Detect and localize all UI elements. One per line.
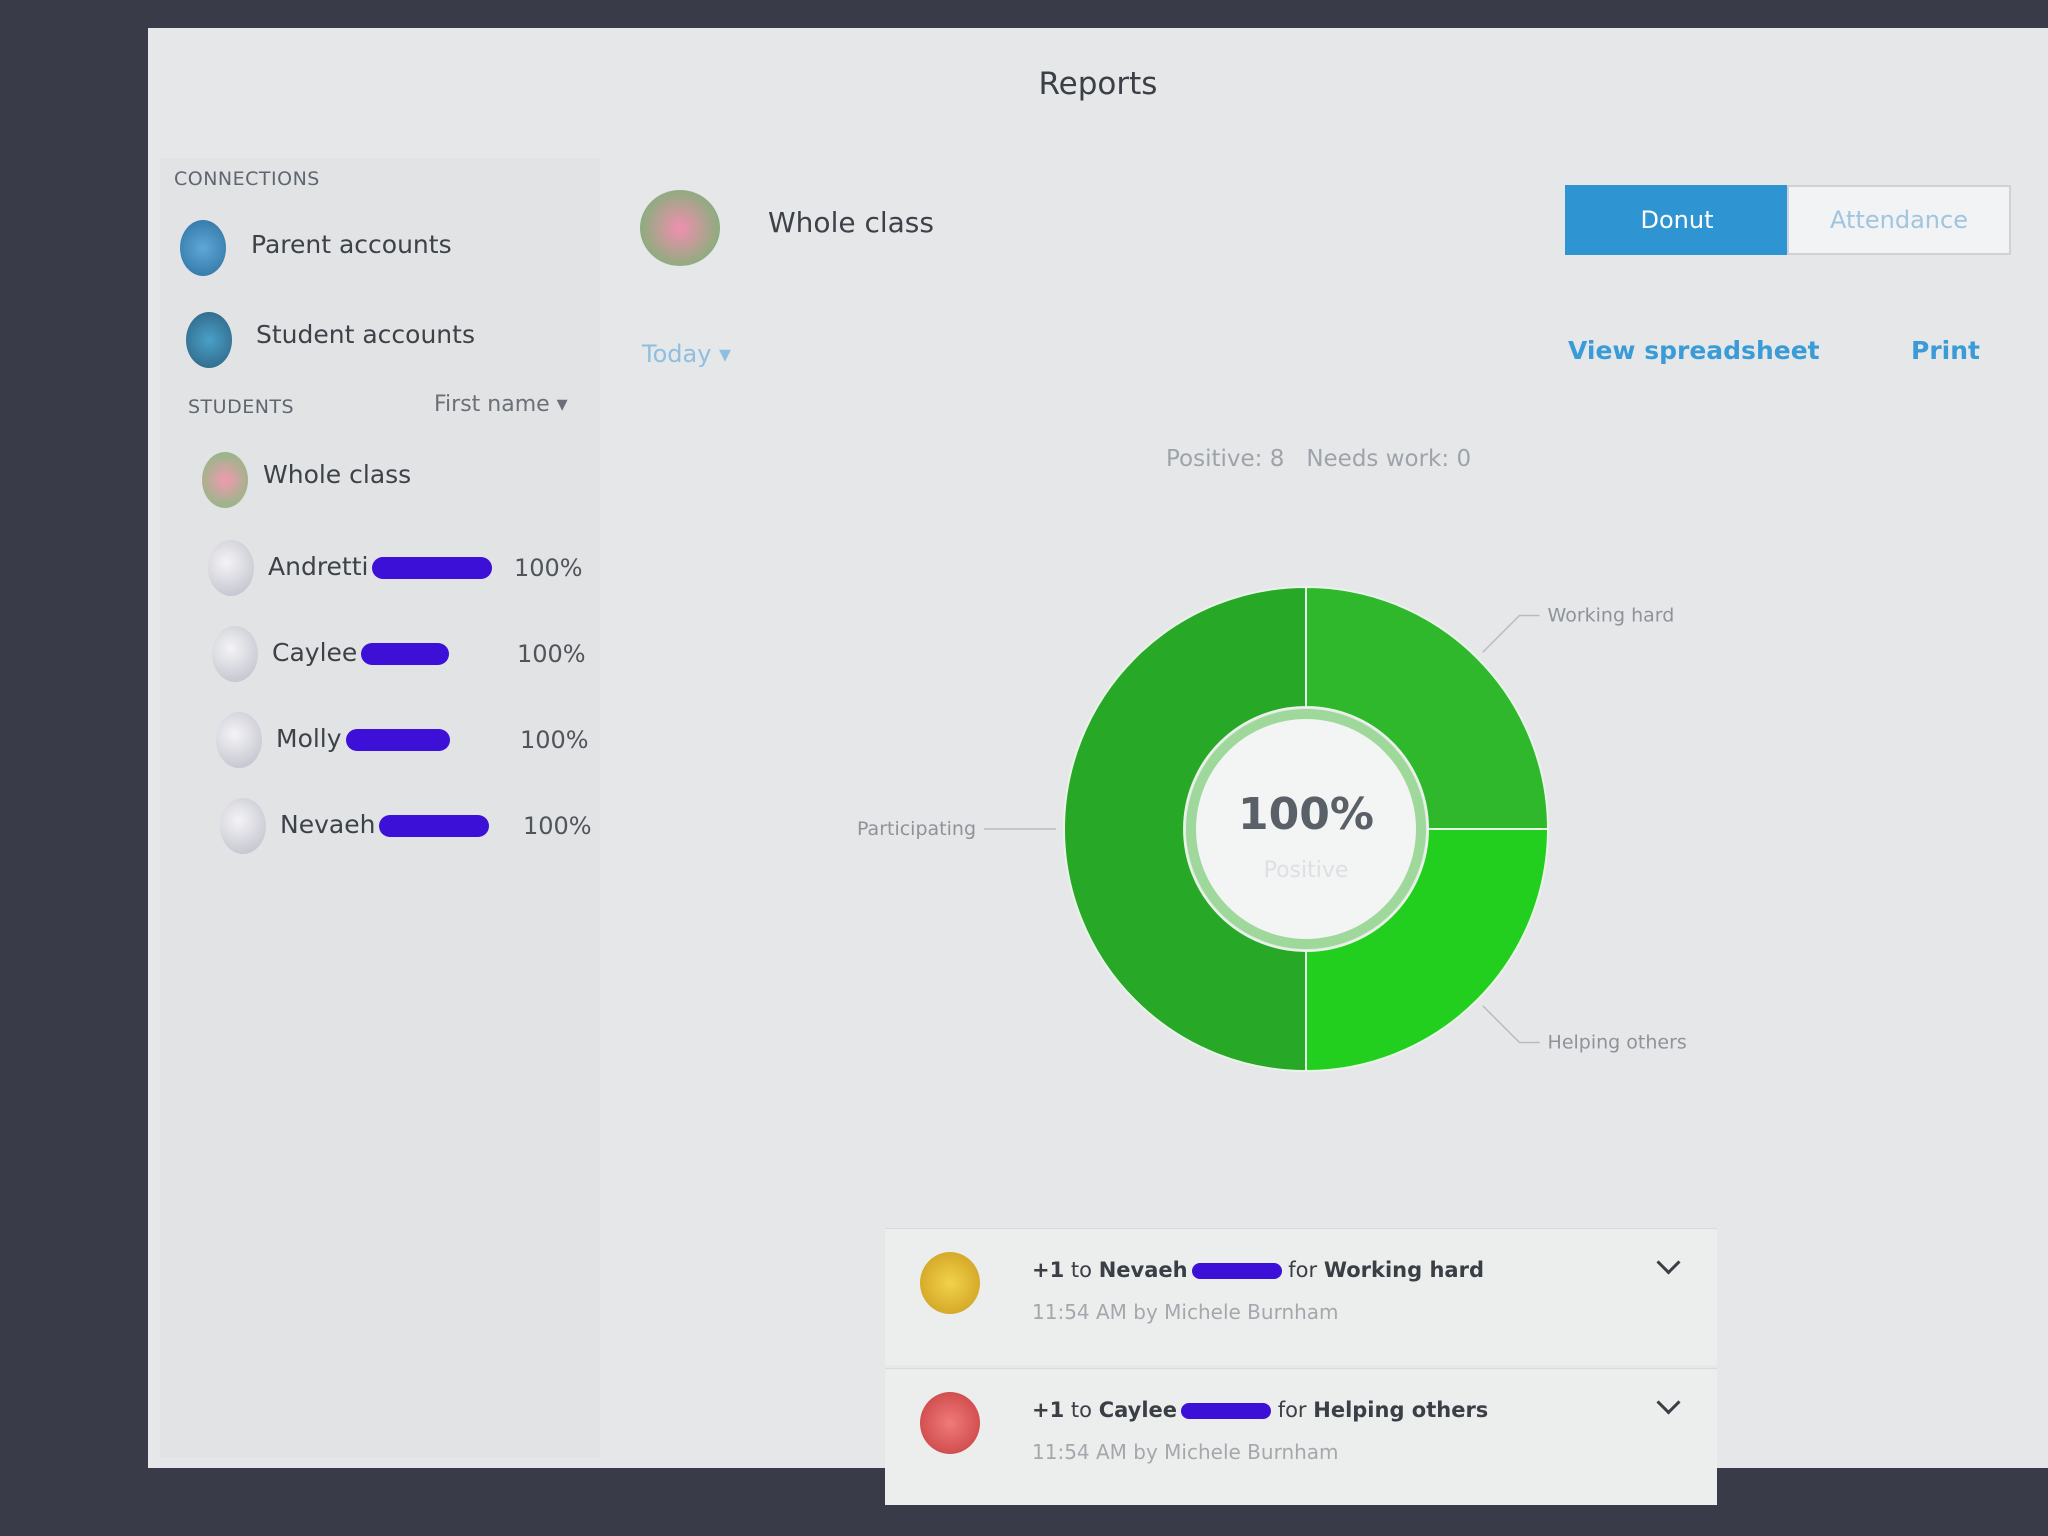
class-name: Whole class [768, 206, 934, 239]
summary: Positive: 8 Needs work: 0 [1166, 446, 1471, 472]
whole-class-link[interactable]: Whole class [263, 460, 412, 489]
print-link[interactable]: Print [1911, 336, 1980, 365]
center-label: Positive [1264, 858, 1349, 883]
student-row[interactable]: Molly [276, 724, 450, 753]
redaction [361, 643, 450, 665]
parent-icon [180, 220, 226, 276]
range-dropdown[interactable]: Today ▾ [642, 340, 732, 368]
redaction [1191, 1263, 1282, 1279]
student-score: 100% [517, 640, 586, 668]
student-name: Nevaeh [1098, 1258, 1188, 1282]
points: +1 [1032, 1398, 1065, 1422]
redaction [372, 557, 493, 579]
leader-line [1482, 614, 1540, 653]
summary-label: Positive: [1166, 446, 1263, 472]
segment-label: Working hard [1548, 604, 1675, 626]
summary-value: 8 [1269, 446, 1285, 472]
behavior: Working hard [1323, 1258, 1484, 1282]
student-avatar [220, 798, 266, 854]
feed-meta: 11:54 AM by Michele Burnham [1032, 1300, 1339, 1324]
points: +1 [1032, 1258, 1065, 1282]
spreadsheet-link[interactable]: View spreadsheet [1568, 336, 1820, 365]
student-row[interactable]: Andretti [268, 552, 493, 581]
leader-line [1482, 1005, 1540, 1044]
student-score: 100% [514, 554, 583, 582]
word: to [1070, 1258, 1092, 1282]
student-name: Caylee [1098, 1398, 1177, 1422]
student-row[interactable]: Nevaeh [280, 810, 490, 839]
student-avatar [212, 626, 258, 682]
view-button[interactable]: Attendance [1787, 185, 2011, 255]
student-icon [186, 312, 232, 368]
sort-dropdown[interactable]: First name ▾ [434, 392, 568, 417]
summary-value: 0 [1456, 446, 1472, 472]
student-avatar [216, 712, 262, 768]
donut-chart: Working hard Helping others Participating 1… [857, 585, 1687, 1073]
word: to [1070, 1398, 1092, 1422]
feed-meta: 11:54 AM by Michele Burnham [1032, 1440, 1339, 1464]
page-title: Reports [1038, 66, 1158, 102]
connections-heading: CONNECTIONS [174, 168, 320, 190]
student-name: Caylee [272, 638, 358, 667]
award-icon [920, 1252, 980, 1314]
segment-label: Participating [857, 818, 976, 840]
student-name: Nevaeh [280, 810, 376, 839]
redaction [345, 729, 450, 751]
view-button[interactable]: Donut [1565, 185, 1789, 255]
feed-card [885, 1368, 1717, 1505]
range-label: Today [642, 340, 712, 368]
segment-label: Helping others [1548, 1032, 1687, 1054]
student-name: Molly [276, 724, 342, 753]
sort-label: First name [434, 392, 550, 417]
student-name: Andretti [268, 552, 369, 581]
word: for [1277, 1398, 1307, 1422]
student-score: 100% [520, 726, 589, 754]
connection-link[interactable]: Parent accounts [251, 230, 452, 259]
connection-link[interactable]: Student accounts [256, 320, 475, 349]
award-icon [920, 1392, 980, 1454]
donut-segment [1305, 585, 1550, 830]
feed-card [885, 1228, 1717, 1365]
behavior: Helping others [1313, 1398, 1489, 1422]
donut-segment [1063, 585, 1307, 1073]
word: for [1288, 1258, 1318, 1282]
student-avatar [208, 540, 254, 596]
summary-label: Needs work: [1306, 446, 1450, 472]
redaction [1181, 1403, 1271, 1419]
center-value: 100% [1238, 789, 1374, 840]
center-disc [1196, 719, 1416, 939]
feed-text: +1 to Caylee for Helping others [1032, 1398, 1488, 1422]
class-avatar [640, 190, 720, 266]
redaction [379, 815, 490, 837]
students-heading: STUDENTS [188, 396, 295, 418]
student-score: 100% [523, 812, 592, 840]
donut-segment [1305, 828, 1550, 1073]
feed-text: +1 to Nevaeh for Working hard [1032, 1258, 1484, 1282]
class-icon [202, 452, 248, 508]
student-row[interactable]: Caylee [272, 638, 450, 667]
